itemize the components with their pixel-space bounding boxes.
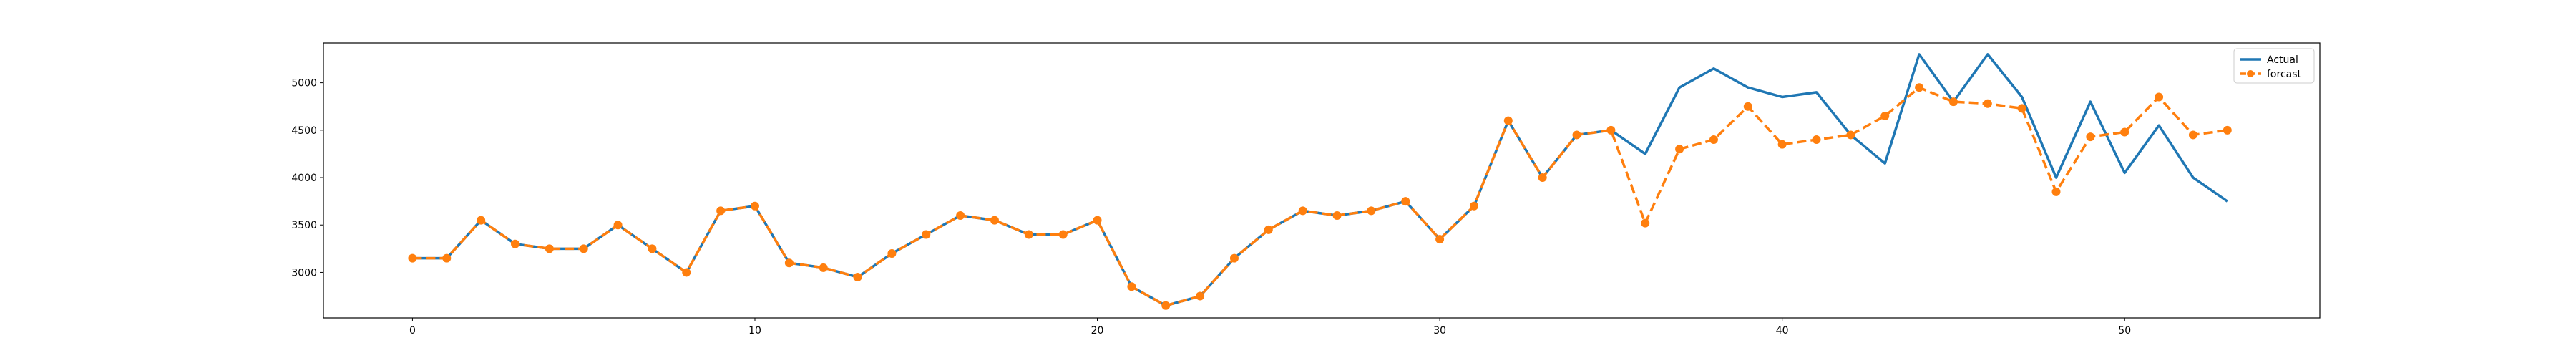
data-point-forcast [1161,301,1171,310]
data-point-forcast [1024,230,1033,239]
data-point-forcast [1469,201,1478,211]
data-point-forcast [1332,211,1342,220]
plot-area [323,42,2321,319]
x-tick-label: 0 [409,325,416,337]
x-tick-label: 20 [1091,325,1104,337]
y-tick-label: 5000 [291,78,317,90]
x-tick-label: 40 [1776,325,1789,337]
data-point-forcast [1606,125,1616,135]
data-point-forcast [1777,140,1787,149]
data-point-forcast [510,239,519,248]
data-point-forcast [1093,216,1102,225]
data-point-forcast [1948,97,1958,107]
x-tick-label: 10 [748,325,761,337]
data-point-forcast [408,253,417,263]
data-point-forcast [750,201,759,211]
series-line-forcast [412,86,2228,307]
y-tick-label: 3500 [291,220,317,231]
x-axis: 0 10 20 30 40 50 [409,318,2131,337]
data-point-forcast [648,244,657,253]
data-point-forcast [2188,130,2197,140]
data-point-forcast [579,244,588,253]
data-point-forcast [477,216,486,225]
legend: Actual forcast [2233,48,2315,84]
data-point-forcast [2017,104,2026,113]
legend-marker-forcast [2247,70,2254,77]
data-point-forcast [2051,187,2061,196]
data-point-forcast [1367,206,1376,216]
y-axis: 3000 3500 4000 4500 5000 [291,78,323,279]
data-point-forcast [1196,291,1205,301]
series-line-actual [412,53,2228,307]
data-point-forcast [1641,218,1650,228]
data-point-forcast [1298,206,1307,216]
data-point-forcast [1880,111,1890,120]
data-point-forcast [1915,83,1924,92]
data-point-forcast [1538,173,1547,183]
data-point-forcast [819,263,828,272]
data-point-forcast [442,253,452,263]
data-point-forcast [1812,135,1821,145]
y-tick-label: 4000 [291,173,317,184]
data-point-forcast [1709,135,1718,145]
data-point-forcast [1264,225,1273,234]
data-point-forcast [922,230,931,239]
x-tick-label: 30 [1433,325,1446,337]
data-point-forcast [1675,145,1684,154]
series-layer [408,53,2232,310]
plot-frame [323,42,2321,319]
data-point-forcast [2223,125,2232,135]
data-point-forcast [784,258,794,268]
data-point-forcast [853,273,862,282]
data-point-forcast [1401,197,1410,206]
data-point-forcast [887,248,897,258]
data-point-forcast [1743,102,1752,111]
y-tick-label: 4500 [291,125,317,137]
data-point-forcast [1058,230,1068,239]
y-tick-label: 3000 [291,267,317,279]
data-point-forcast [2155,92,2164,102]
data-point-forcast [1435,235,1445,244]
data-point-forcast [1229,253,1239,263]
data-point-forcast [2086,132,2095,142]
data-point-forcast [1127,282,1136,291]
data-point-forcast [1846,130,1855,140]
legend-label-actual: Actual [2267,54,2298,66]
data-point-forcast [2120,127,2129,137]
data-point-forcast [545,244,554,253]
legend-label-forcast: forcast [2267,69,2302,80]
data-point-forcast [613,221,623,230]
data-point-forcast [1983,99,1992,108]
data-point-forcast [682,268,691,277]
data-point-forcast [990,216,999,225]
data-point-forcast [1572,130,1581,140]
data-point-forcast [1503,116,1513,125]
data-point-forcast [956,211,965,220]
x-tick-label: 50 [2118,325,2131,337]
data-point-forcast [716,206,726,216]
